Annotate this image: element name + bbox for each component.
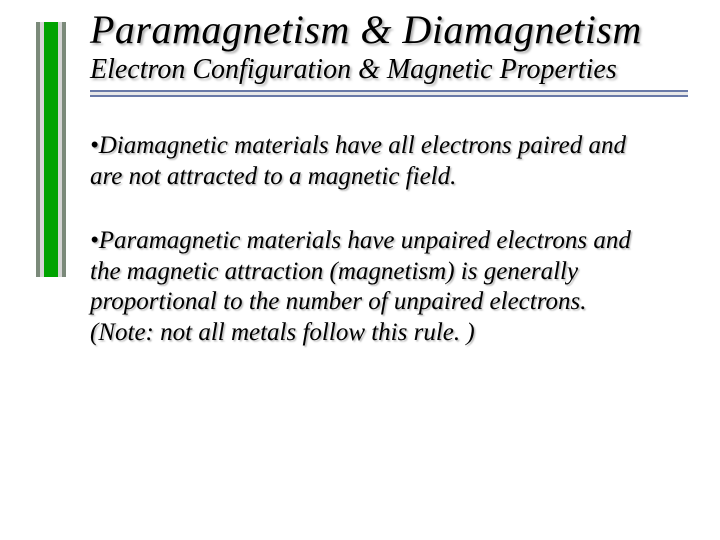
slide-content: Paramagnetism & Diamagnetism Electron Co… <box>90 8 700 382</box>
bullet-paragraph: •Diamagnetic materials have all electron… <box>90 131 650 192</box>
title-underline <box>90 90 688 97</box>
slide-title: Paramagnetism & Diamagnetism <box>90 8 700 52</box>
slide-subtitle: Electron Configuration & Magnetic Proper… <box>90 54 700 86</box>
slide-body: •Diamagnetic materials have all electron… <box>90 131 650 348</box>
bullet-paragraph: •Paramagnetic materials have unpaired el… <box>90 226 650 348</box>
decorative-sidebar <box>36 22 74 277</box>
sidebar-stripe <box>62 22 66 277</box>
sidebar-stripe-green <box>44 22 58 277</box>
